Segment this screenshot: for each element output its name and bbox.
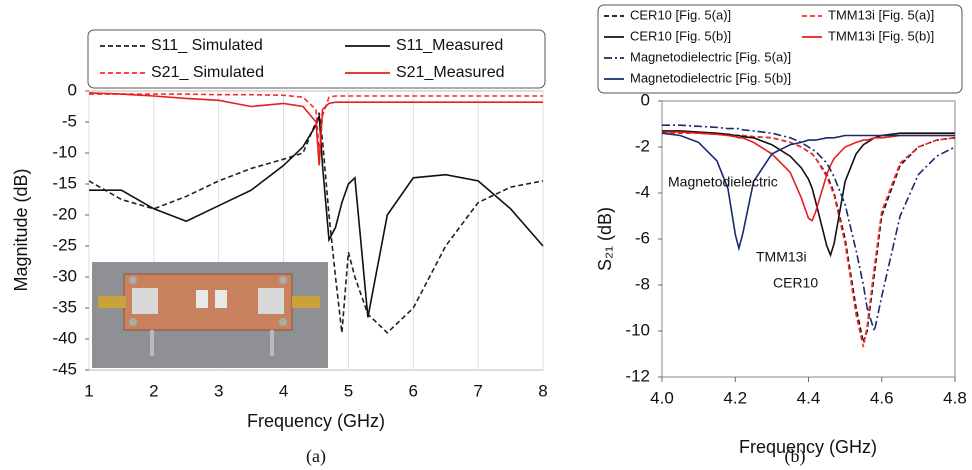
x-tick-label: 4.6 xyxy=(870,388,894,407)
legend-label: TMM13i [Fig. 5(b)] xyxy=(828,28,934,43)
legend-label: Magnetodielectric [Fig. 5(b)] xyxy=(630,70,791,85)
y-tick-label: -10 xyxy=(625,320,650,339)
caption: (b) xyxy=(785,446,806,467)
x-tick-label: 5 xyxy=(344,381,353,400)
x-axis-title: Frequency (GHz) xyxy=(739,437,877,457)
legend-label: CER10 [Fig. 5(b)] xyxy=(630,28,731,43)
x-tick-label: 4.4 xyxy=(797,388,821,407)
y-tick-label: -10 xyxy=(52,142,77,161)
x-tick-label: 4.8 xyxy=(943,388,967,407)
legend-label: S21_Measured xyxy=(396,64,505,81)
series-line xyxy=(662,132,956,346)
y-tick-label: -25 xyxy=(52,235,77,254)
y-tick-label: -40 xyxy=(52,328,77,347)
series-line xyxy=(89,115,544,318)
x-tick-label: 4.2 xyxy=(723,388,747,407)
legend-label: S21_ Simulated xyxy=(151,64,264,81)
y-axis-title: S₂₁ (dB) xyxy=(595,207,615,271)
y-tick-label: -12 xyxy=(625,366,650,385)
y-tick-label: -35 xyxy=(52,297,77,316)
y-tick-label: -6 xyxy=(635,228,650,247)
x-axis-title: Frequency (GHz) xyxy=(247,411,385,431)
series-line xyxy=(662,132,956,348)
annotation: TMM13i xyxy=(756,249,807,265)
caption: (a) xyxy=(306,446,326,467)
y-tick-label: -5 xyxy=(62,111,77,130)
y-tick-label: -8 xyxy=(635,274,650,293)
y-axis-title: Magnitude (dB) xyxy=(11,168,31,291)
x-tick-label: 1 xyxy=(84,381,93,400)
legend-box xyxy=(597,4,963,94)
series-line xyxy=(88,112,544,334)
legend-label: TMM13i [Fig. 5(a)] xyxy=(828,7,934,22)
series-line xyxy=(661,132,955,252)
y-tick-label: -2 xyxy=(635,136,650,155)
legend-label: S11_ Simulated xyxy=(151,37,263,54)
y-tick-label: -4 xyxy=(635,182,650,201)
series-line xyxy=(662,124,956,335)
legend-label: CER10 [Fig. 5(a)] xyxy=(630,7,731,22)
series-line xyxy=(662,131,955,222)
y-tick-label: -45 xyxy=(52,359,77,378)
device-photo xyxy=(92,262,328,368)
y-tick-label: -20 xyxy=(52,204,77,223)
legend-label: S11_Measured xyxy=(396,37,503,54)
annotation: Magnetodielectric xyxy=(668,174,778,190)
x-tick-label: 6 xyxy=(409,381,418,400)
x-tick-label: 4.0 xyxy=(650,388,674,407)
annotation: CER10 xyxy=(773,275,818,291)
x-tick-label: 2 xyxy=(149,381,158,400)
x-tick-label: 7 xyxy=(473,381,482,400)
legend-label: Magnetodielectric [Fig. 5(a)] xyxy=(630,49,791,64)
series-line xyxy=(88,92,543,166)
series-line xyxy=(662,130,955,258)
y-tick-label: -30 xyxy=(52,266,77,285)
x-tick-label: 8 xyxy=(538,381,547,400)
legend-box xyxy=(87,29,546,89)
y-tick-label: -15 xyxy=(52,173,77,192)
x-tick-label: 3 xyxy=(214,381,223,400)
x-tick-label: 4 xyxy=(279,381,288,400)
y-tick-label: 0 xyxy=(68,80,77,99)
y-tick-label: 0 xyxy=(641,90,650,109)
series-line xyxy=(89,93,543,154)
plot-area xyxy=(661,100,956,378)
